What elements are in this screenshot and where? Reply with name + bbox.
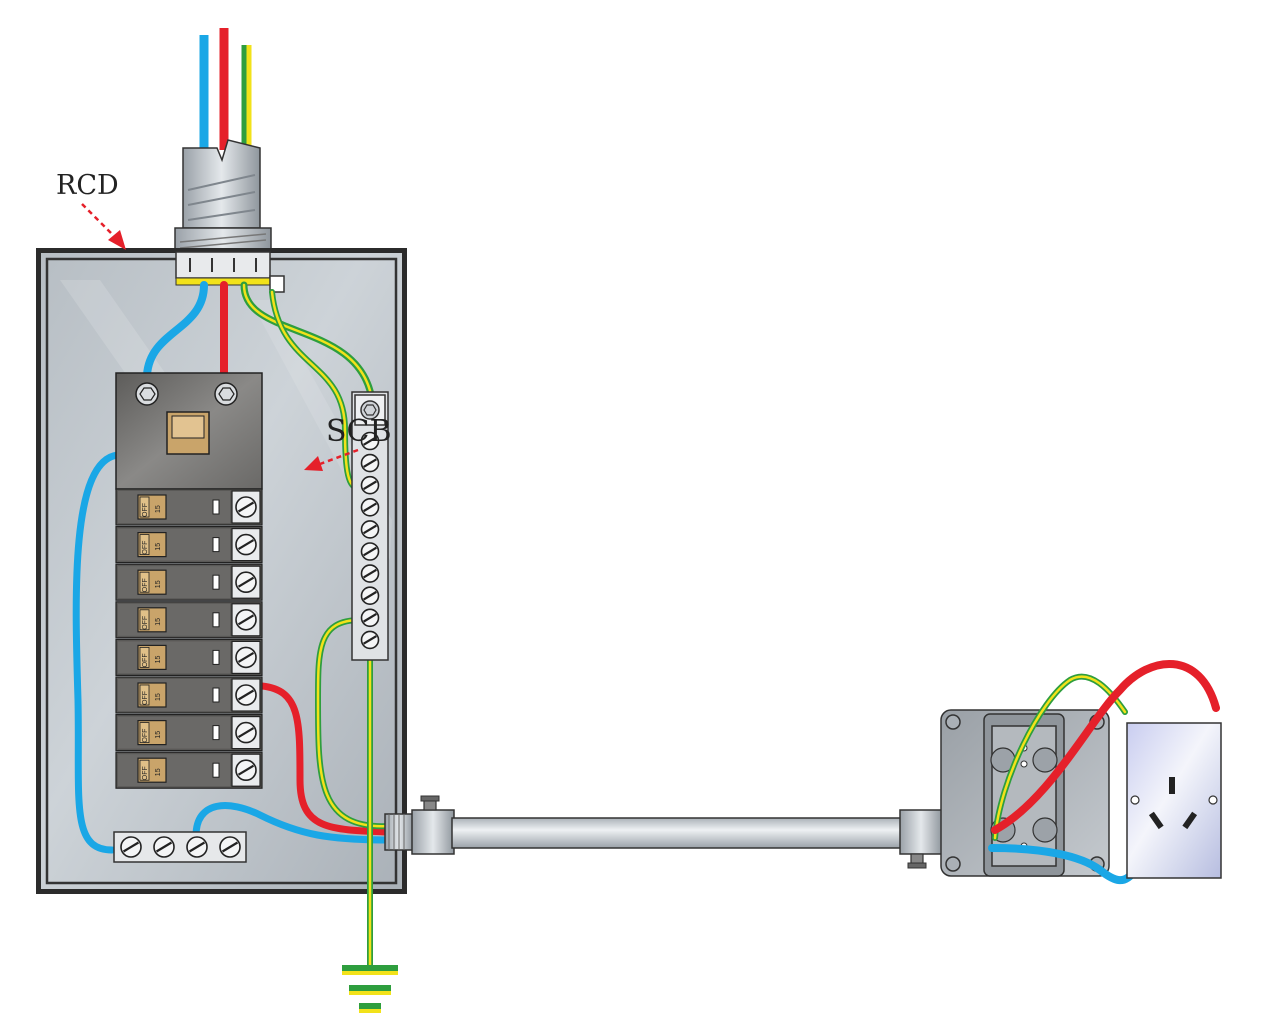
circuit-breaker: OFF 15 bbox=[115, 638, 263, 677]
earth-bar-screw bbox=[360, 497, 380, 517]
breaker-off-text: OFF bbox=[142, 653, 149, 667]
breaker-rating-text: 15 bbox=[155, 731, 162, 739]
conduit bbox=[384, 795, 943, 869]
circuit-breaker: OFF 15 bbox=[115, 676, 263, 714]
earth-bar bbox=[351, 391, 389, 661]
cable-gland bbox=[174, 227, 272, 251]
breaker-terminal-screw bbox=[235, 533, 257, 556]
earth-bar-screw bbox=[360, 630, 380, 650]
junction-box bbox=[940, 709, 1110, 877]
neutral-bar-screw bbox=[153, 836, 175, 858]
earth-bar-screw bbox=[360, 520, 380, 539]
earth-bar-screw bbox=[360, 542, 380, 561]
rcd-label: RCD bbox=[56, 170, 119, 201]
earth-bar-screw bbox=[360, 475, 380, 495]
breaker-off-text: OFF bbox=[142, 503, 149, 517]
neutral-bar bbox=[113, 831, 247, 863]
breaker-toggle: OFF 15 bbox=[137, 531, 167, 558]
earth-bar-screw bbox=[360, 431, 380, 451]
breaker-stack: OFF 15 OFF 15 OFF 15 OFF 15 OFF 15 OFF 15 OFF 15 OFF 15 bbox=[115, 488, 263, 789]
outlet-pin-right bbox=[1182, 811, 1198, 830]
earth-ground-symbol bbox=[342, 965, 398, 1013]
breaker-rating-text: 15 bbox=[155, 693, 162, 701]
breaker-terminal-screw bbox=[235, 759, 257, 782]
incoming-cable bbox=[182, 28, 261, 229]
outlet-earth-pin bbox=[1169, 777, 1175, 794]
breaker-toggle: OFF 15 bbox=[137, 719, 167, 746]
earth-bar-screw bbox=[360, 564, 380, 583]
breaker-toggle: OFF 15 bbox=[137, 494, 167, 520]
breaker-off-text: OFF bbox=[142, 616, 149, 630]
neutral-bar-screw bbox=[120, 836, 142, 858]
breaker-rating-text: 15 bbox=[155, 768, 162, 776]
breaker-off-text: OFF bbox=[142, 766, 149, 780]
rcd-device bbox=[115, 372, 263, 490]
neutral-bar-screw bbox=[219, 836, 241, 858]
breaker-terminal-screw bbox=[235, 684, 257, 706]
breaker-off-text: OFF bbox=[142, 691, 149, 705]
panel-wiring bbox=[72, 281, 394, 971]
breaker-terminal-screw bbox=[235, 646, 257, 669]
outlet-pin-left bbox=[1148, 811, 1164, 830]
breaker-off-text: OFF bbox=[142, 578, 149, 592]
circuit-breaker: OFF 15 bbox=[115, 488, 263, 526]
circuit-breaker: OFF 15 bbox=[115, 751, 263, 789]
breaker-toggle: OFF 15 bbox=[137, 607, 167, 633]
breaker-rating-text: 15 bbox=[155, 618, 162, 626]
earth-bar-screw bbox=[360, 453, 380, 473]
breaker-terminal-screw bbox=[235, 608, 257, 631]
circuit-breaker: OFF 15 bbox=[115, 525, 263, 564]
breaker-terminal-screw bbox=[235, 496, 257, 518]
breaker-rating-text: 15 bbox=[155, 543, 162, 551]
power-outlet bbox=[1126, 722, 1222, 879]
breaker-toggle: OFF 15 bbox=[137, 757, 167, 783]
breaker-off-text: OFF bbox=[142, 729, 149, 743]
rcd-callout: RCD bbox=[56, 170, 126, 250]
breaker-terminal-screw bbox=[235, 721, 257, 744]
breaker-rating-text: 15 bbox=[155, 580, 162, 588]
breaker-terminal-screw bbox=[235, 571, 257, 594]
breaker-toggle: OFF 15 bbox=[137, 682, 167, 708]
scb-label: SCB bbox=[326, 414, 392, 449]
scb-callout: SCB bbox=[304, 414, 392, 471]
breaker-toggle: OFF 15 bbox=[137, 569, 167, 595]
breaker-toggle: OFF 15 bbox=[137, 644, 167, 671]
circuit-breaker: OFF 15 bbox=[115, 601, 263, 639]
earth-bar-screw bbox=[360, 586, 380, 606]
breaker-off-text: OFF bbox=[142, 541, 149, 555]
outlet-wiring bbox=[988, 659, 1220, 885]
circuit-breaker: OFF 15 bbox=[115, 713, 263, 752]
breaker-rating-text: 15 bbox=[155, 656, 162, 664]
breaker-rating-text: 15 bbox=[155, 505, 162, 513]
neutral-bar-screw bbox=[186, 836, 208, 858]
circuit-breaker: OFF 15 bbox=[115, 563, 263, 601]
earth-bar-screw bbox=[360, 608, 380, 628]
